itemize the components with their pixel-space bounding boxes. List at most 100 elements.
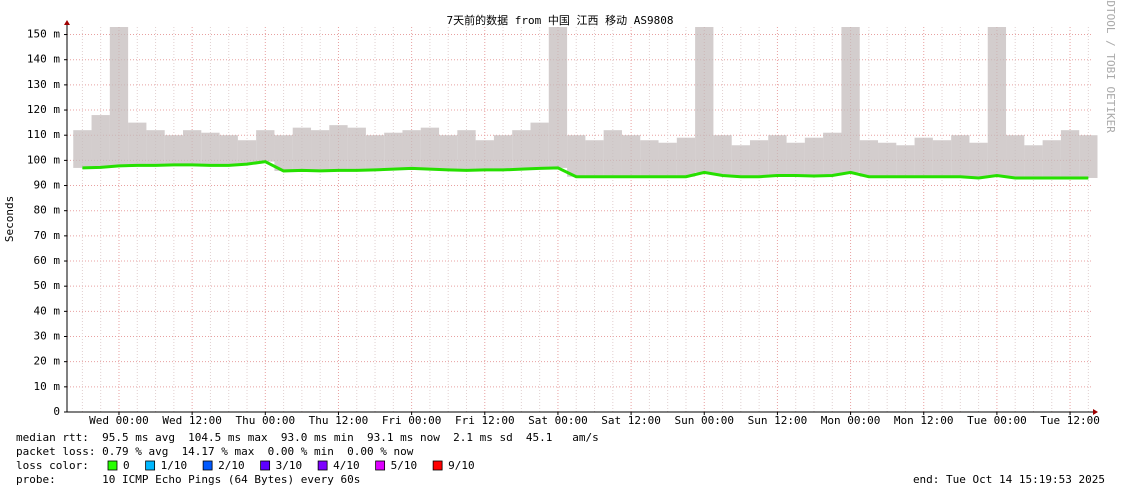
y-tick-label: 100 m (27, 153, 60, 166)
y-axis-label: Seconds (3, 196, 16, 242)
y-tick-label: 150 m (27, 28, 60, 41)
smoke-bar (493, 135, 513, 170)
smoke-bar (695, 27, 714, 173)
chart-title: 7天前的数据 from 中国 江西 移动 AS9808 (447, 13, 674, 27)
y-tick-label: 130 m (27, 78, 60, 91)
y-tick-label: 120 m (27, 103, 60, 116)
smoke-bar (311, 130, 330, 171)
y-tick-label: 70 m (34, 229, 61, 242)
legend-label: 4/10 (333, 459, 360, 472)
smoke-bar (274, 135, 293, 171)
y-tick-label: 60 m (34, 254, 61, 267)
smoke-bar (439, 135, 458, 170)
legend-swatch (202, 460, 213, 471)
x-tick-label: Fri 12:00 (455, 414, 515, 427)
legend-label: 1/10 (161, 459, 188, 472)
smoke-bar (768, 135, 787, 176)
smoke-bar (676, 137, 696, 177)
smoke-bar (896, 145, 915, 177)
smoke-bar (146, 130, 165, 166)
smoke-bar (640, 140, 659, 177)
legend-swatch (317, 460, 328, 471)
smoke-bar (804, 137, 824, 176)
y-tick-label: 80 m (34, 204, 61, 217)
y-tick-label: 30 m (34, 330, 61, 343)
legend-label: 9/10 (448, 459, 475, 472)
x-tick-label: Tue 00:00 (967, 414, 1027, 427)
smoke-bar (878, 142, 897, 177)
smoke-bar (603, 130, 622, 177)
y-tick-label: 110 m (27, 128, 60, 141)
smoke-bar (530, 122, 549, 169)
legend-label: 0 (123, 459, 130, 472)
smoke-bar (347, 127, 366, 171)
x-tick-label: Fri 00:00 (382, 414, 442, 427)
y-tick-label: 50 m (34, 279, 61, 292)
smoke-bar (1079, 135, 1098, 178)
y-tick-label: 20 m (34, 355, 61, 368)
smoke-bar (128, 122, 147, 166)
smoke-bar (786, 142, 805, 176)
smoke-bar (1024, 145, 1043, 178)
y-axis-arrow (64, 20, 70, 25)
smoke-bar (567, 135, 586, 177)
y-tick-label: 90 m (34, 179, 61, 192)
watermark: RRDTOOL / TOBI OETIKER (1104, 0, 1117, 133)
legend-label: 5/10 (391, 459, 418, 472)
smoke-bar (585, 140, 604, 177)
smoke-bar (548, 27, 568, 168)
smoke-bar (420, 127, 440, 170)
legend-swatch (145, 460, 156, 471)
smoke-bar (859, 140, 879, 177)
smoke-bar (823, 132, 842, 176)
smoke-bar (457, 130, 476, 171)
smoke-bar (932, 140, 952, 177)
x-tick-label: Wed 12:00 (162, 414, 222, 427)
smoke-bar (969, 142, 988, 178)
stats-line: median rtt: 95.5 ms avg 104.5 ms max 93.… (16, 431, 599, 444)
legend-swatch (375, 460, 386, 471)
x-tick-label: Sat 00:00 (528, 414, 588, 427)
smoke-bar (512, 130, 531, 170)
smoke-bar (1006, 135, 1025, 178)
smoke-bar (365, 135, 385, 170)
smoke-bar (621, 135, 641, 177)
smoke-bar (219, 135, 238, 166)
loss-legend-label: loss color: (16, 459, 89, 472)
smoke-bar (731, 145, 750, 177)
smoke-bar (91, 115, 110, 168)
smoke-bar (402, 130, 421, 169)
legend-swatch (107, 460, 118, 471)
smoke-bar (329, 125, 348, 171)
probe-info: probe: 10 ICMP Echo Pings (64 Bytes) eve… (16, 473, 360, 486)
x-tick-label: Mon 00:00 (821, 414, 881, 427)
plot-area (67, 27, 1098, 413)
y-tick-label: 10 m (34, 380, 61, 393)
smoke-bar (749, 140, 769, 177)
x-tick-label: Sat 12:00 (601, 414, 661, 427)
smoke-bar (951, 135, 970, 177)
y-tick-label: 140 m (27, 53, 60, 66)
smoke-bar (987, 27, 1007, 176)
x-tick-label: Mon 12:00 (894, 414, 954, 427)
smoke-bar (182, 130, 202, 165)
smoke-bar (475, 140, 494, 170)
y-tick-label: 40 m (34, 304, 61, 317)
x-axis-arrow (1093, 409, 1098, 415)
smoke-bar (713, 135, 732, 176)
smoke-bar (201, 132, 220, 166)
smoke-bar (292, 127, 312, 171)
y-tick-label: 0 (53, 405, 60, 418)
x-tick-label: Sun 00:00 (674, 414, 734, 427)
smoke-bar (384, 132, 403, 170)
smoke-bar (164, 135, 183, 165)
x-tick-label: Sun 12:00 (748, 414, 808, 427)
x-tick-label: Thu 00:00 (235, 414, 295, 427)
smoke-bar (109, 27, 129, 166)
stats-line: packet loss: 0.79 % avg 14.17 % max 0.00… (16, 445, 414, 458)
end-time: end: Tue Oct 14 15:19:53 2025 (913, 473, 1105, 486)
smoke-bar (658, 142, 677, 177)
smoke-bar (914, 137, 933, 177)
smoke-bar (1042, 140, 1061, 178)
